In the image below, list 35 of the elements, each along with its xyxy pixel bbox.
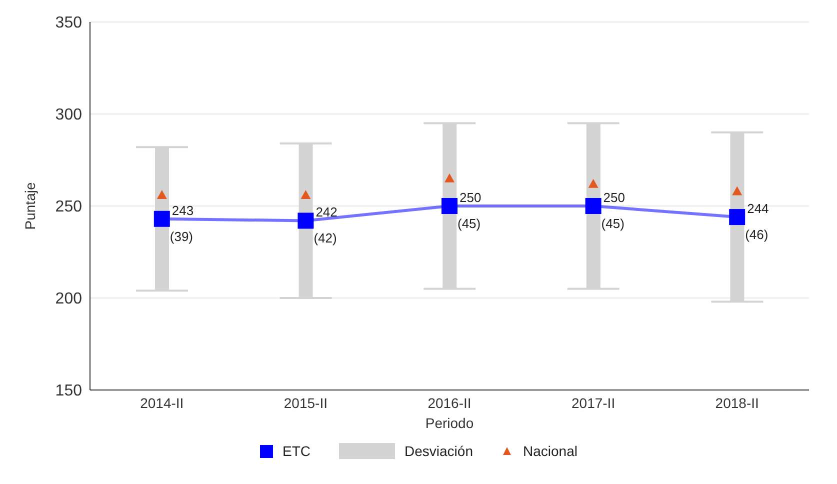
x-tick-label: 2017-II (572, 394, 616, 411)
annotation: (45) (601, 216, 624, 231)
annotation: (39) (170, 228, 194, 244)
point (442, 198, 458, 214)
y-tick-label: 350 (55, 14, 82, 32)
point (154, 210, 170, 227)
y-tick-label: 150 (55, 382, 82, 400)
point (732, 186, 742, 196)
point (298, 212, 314, 229)
x-tick-label: 2016-II (428, 394, 472, 411)
legend-label: Desviación (404, 443, 473, 459)
point (588, 178, 598, 188)
x-tick-label: 2018-II (715, 394, 759, 411)
point (300, 190, 311, 199)
x-tick-label: 2014-II (140, 394, 184, 411)
data-label: 244 (747, 201, 769, 216)
data-label: 250 (603, 190, 626, 205)
legend-label: ETC (282, 443, 311, 459)
annotation: (45) (458, 216, 481, 231)
y-tick-label: 250 (55, 198, 82, 216)
y-tick-label: 200 (55, 290, 82, 308)
y-axis-title: Puntaje (22, 182, 38, 230)
point (585, 198, 602, 214)
data-label: 242 (316, 204, 338, 220)
point (729, 209, 746, 226)
annotation: (46) (745, 227, 768, 242)
point (156, 190, 167, 199)
data-label: 243 (172, 202, 194, 218)
x-axis-title: Periodo (425, 415, 474, 431)
point (444, 173, 454, 182)
y-tick-label: 300 (55, 106, 82, 124)
legend-label: Nacional (522, 443, 578, 459)
x-tick-label: 2015-II (284, 394, 328, 411)
annotation: (42) (314, 230, 337, 246)
data-label: 250 (460, 190, 482, 205)
